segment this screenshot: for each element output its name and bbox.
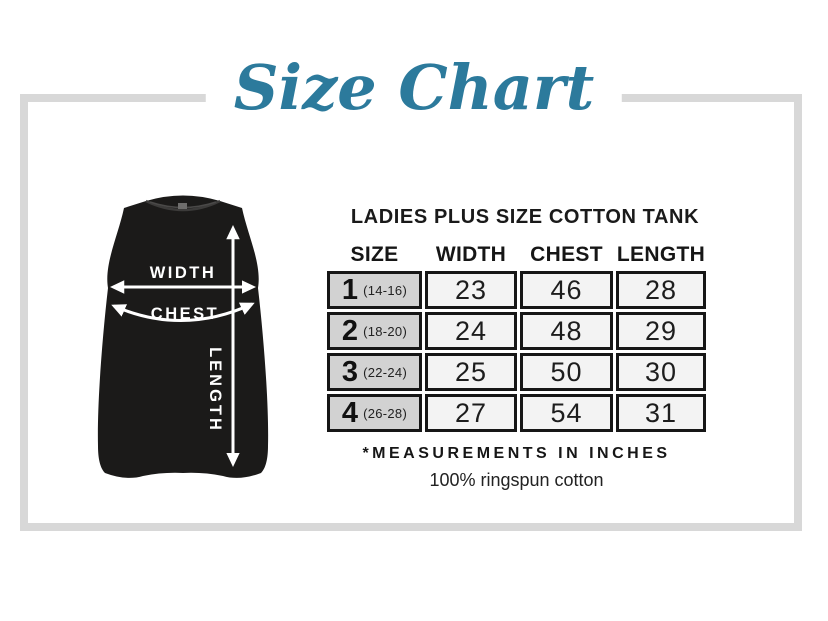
collar-seam [145, 199, 221, 212]
column-header-width: WIDTH [435, 243, 507, 266]
column-header-size: SIZE [350, 243, 399, 266]
table-row-3-width-cell: 25 [425, 353, 517, 391]
chest-label: CHEST [151, 305, 219, 323]
table-row-4-chest-cell: 54 [520, 394, 613, 432]
tank-measurement-figure: WIDTH CHEST LENGTH [88, 188, 278, 488]
table-row-4-width-cell: 27 [425, 394, 517, 432]
width-label: WIDTH [150, 264, 217, 282]
measurements-note: *MEASUREMENTS IN INCHES [362, 445, 671, 462]
table-row-4-size-cell: 4 (26-28) [327, 394, 422, 432]
table-row-3-chest-cell: 50 [520, 353, 613, 391]
table-row-1-chest-cell: 46 [520, 271, 613, 309]
table-row-4-length-cell: 31 [616, 394, 706, 432]
table-row-1-size-cell: 1 (14-16) [327, 271, 422, 309]
column-header-chest: CHEST [530, 243, 603, 266]
column-header-length: LENGTH [616, 243, 706, 266]
size-number: 3 [341, 355, 359, 388]
table-row-3-size-cell: 3 (22-24) [327, 353, 422, 391]
size-range: (26-28) [363, 405, 408, 421]
size-table: 1 (14-16) 23 46 28 2 (18-20) 24 48 29 3 … [327, 271, 706, 432]
table-row-2-length-cell: 29 [616, 312, 706, 350]
tank-silhouette [97, 195, 269, 478]
tank-illustration: WIDTH CHEST LENGTH [97, 195, 269, 478]
size-number: 1 [341, 273, 359, 306]
size-number: 2 [341, 314, 359, 347]
table-row-1-length-cell: 28 [616, 271, 706, 309]
table-header-row: SIZE WIDTH CHEST LENGTH [327, 243, 706, 267]
product-heading: LADIES PLUS SIZE COTTON TANK [350, 206, 700, 228]
table-row-2-size-cell: 2 (18-20) [327, 312, 422, 350]
material-note: 100% ringspun cotton [429, 470, 604, 490]
neck-tag [178, 203, 187, 209]
table-row-2-chest-cell: 48 [520, 312, 613, 350]
table-row-3-length-cell: 30 [616, 353, 706, 391]
table-row-2-width-cell: 24 [425, 312, 517, 350]
size-number: 4 [341, 396, 359, 429]
length-label: LENGTH [206, 347, 224, 433]
table-row-1-width-cell: 23 [425, 271, 517, 309]
size-range: (14-16) [363, 282, 408, 298]
page-title: Size Chart [205, 36, 623, 140]
size-range: (22-24) [363, 364, 408, 380]
size-range: (18-20) [363, 323, 408, 339]
